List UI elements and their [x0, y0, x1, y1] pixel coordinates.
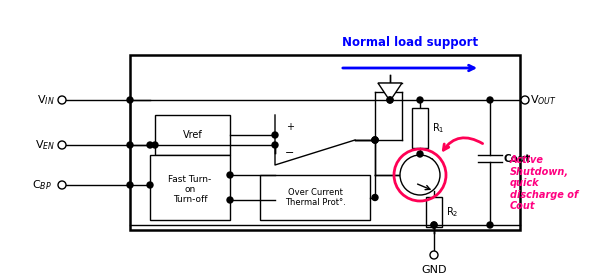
Text: R$_{2}$: R$_{2}$	[446, 205, 458, 219]
Circle shape	[152, 142, 158, 148]
Circle shape	[372, 137, 378, 143]
Polygon shape	[378, 83, 402, 101]
Text: V$_{IN}$: V$_{IN}$	[38, 93, 55, 107]
Circle shape	[487, 222, 493, 228]
Circle shape	[227, 197, 233, 203]
Text: Cout: Cout	[504, 153, 531, 164]
Circle shape	[417, 151, 423, 157]
Bar	[130, 55, 520, 230]
Circle shape	[58, 96, 66, 104]
Text: Active
Shutdown,
quick
discharge of
Cout: Active Shutdown, quick discharge of Cout	[510, 155, 578, 211]
Circle shape	[387, 97, 393, 103]
Text: V$_{OUT}$: V$_{OUT}$	[530, 93, 557, 107]
Circle shape	[58, 141, 66, 149]
Circle shape	[387, 97, 393, 103]
Bar	[260, 175, 370, 220]
Circle shape	[372, 137, 378, 143]
Text: Normal load support: Normal load support	[342, 36, 478, 48]
Circle shape	[372, 195, 378, 200]
Circle shape	[147, 142, 153, 148]
Text: GND: GND	[421, 265, 446, 275]
Circle shape	[147, 182, 153, 188]
Circle shape	[127, 97, 133, 103]
Text: Fast Turn-
on
Turn-off: Fast Turn- on Turn-off	[169, 175, 212, 204]
Circle shape	[272, 142, 278, 148]
Text: −: −	[285, 148, 295, 158]
Circle shape	[400, 155, 440, 195]
Circle shape	[127, 182, 133, 188]
Bar	[155, 115, 230, 155]
Circle shape	[227, 172, 233, 178]
Bar	[412, 108, 428, 148]
Text: V$_{EN}$: V$_{EN}$	[35, 138, 55, 152]
Circle shape	[430, 251, 438, 259]
Circle shape	[487, 97, 493, 103]
Circle shape	[127, 142, 133, 148]
Text: Vref: Vref	[183, 130, 202, 140]
Circle shape	[521, 96, 529, 104]
Circle shape	[431, 222, 437, 228]
Circle shape	[417, 97, 423, 103]
Bar	[150, 155, 230, 220]
Bar	[426, 197, 442, 227]
Text: Over Current
Thermal Prot°.: Over Current Thermal Prot°.	[285, 188, 346, 207]
Text: +: +	[286, 122, 294, 132]
Circle shape	[272, 132, 278, 138]
Text: C$_{BP}$: C$_{BP}$	[32, 178, 52, 192]
Circle shape	[431, 222, 437, 228]
Circle shape	[372, 137, 378, 143]
Text: R$_{1}$: R$_{1}$	[432, 121, 445, 135]
Circle shape	[58, 181, 66, 189]
